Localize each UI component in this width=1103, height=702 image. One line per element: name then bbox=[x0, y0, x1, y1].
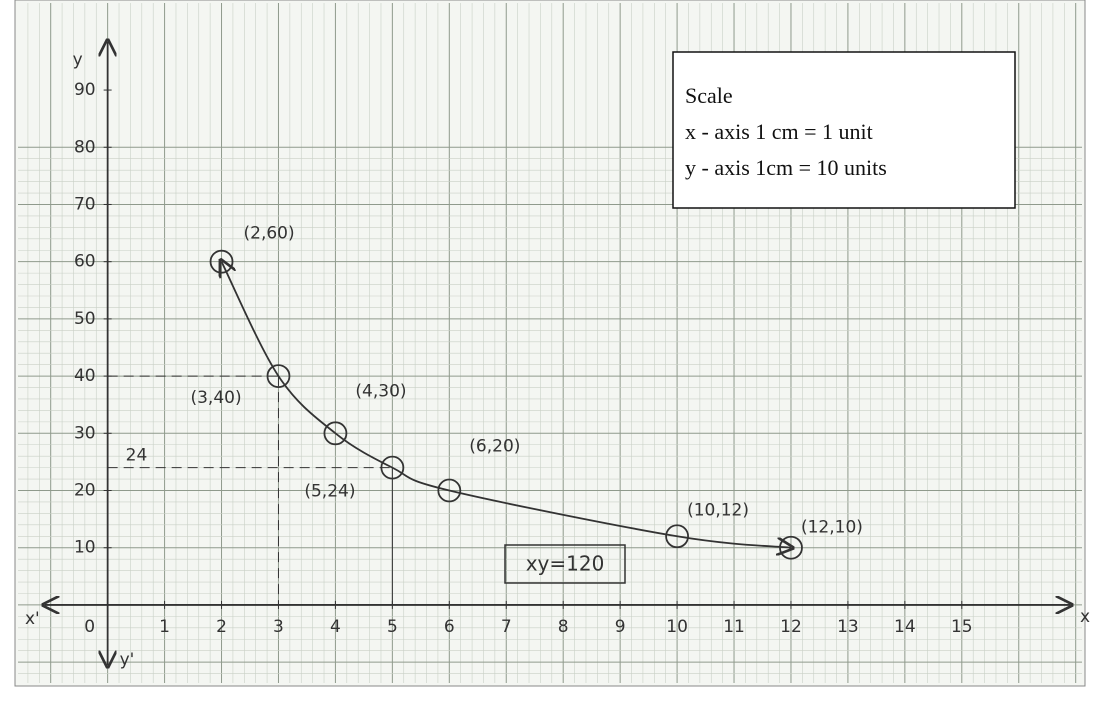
x-tick-label: 9 bbox=[615, 617, 626, 637]
point-label: (4,30) bbox=[355, 381, 406, 401]
y-tick-label: 10 bbox=[74, 538, 96, 558]
y-tick-label: 60 bbox=[74, 252, 96, 272]
y-tick-label: 90 bbox=[74, 80, 96, 100]
x-tick-label: 7 bbox=[501, 617, 512, 637]
point-label: (5,24) bbox=[304, 482, 355, 502]
axis-label: x bbox=[1080, 607, 1090, 627]
point-label: (12,10) bbox=[801, 518, 863, 538]
point-label: (2,60) bbox=[244, 224, 295, 244]
x-tick-label: 10 bbox=[666, 617, 688, 637]
y-tick-label: 70 bbox=[74, 194, 96, 214]
x-tick-label: 6 bbox=[444, 617, 455, 637]
guide-label: 24 bbox=[126, 446, 148, 466]
axis-label: x' bbox=[25, 609, 40, 629]
x-tick-label: 8 bbox=[558, 617, 569, 637]
axis-label: y' bbox=[120, 650, 135, 670]
x-tick-label: 13 bbox=[837, 617, 859, 637]
point-label: (3,40) bbox=[190, 388, 241, 408]
equation: xy=120 bbox=[526, 552, 605, 576]
scale-line: x - axis 1 cm = 1 unit bbox=[685, 119, 873, 144]
x-tick-label: 1 bbox=[159, 617, 170, 637]
point-label: (6,20) bbox=[469, 437, 520, 457]
x-tick-label: 4 bbox=[330, 617, 341, 637]
x-tick-label: 3 bbox=[273, 617, 284, 637]
x-tick-label: 14 bbox=[894, 617, 916, 637]
axis-label: y bbox=[73, 50, 83, 70]
x-tick-label: 0 bbox=[84, 617, 95, 637]
y-tick-label: 30 bbox=[74, 423, 96, 443]
x-tick-label: 11 bbox=[723, 617, 745, 637]
point-label: (10,12) bbox=[687, 500, 749, 520]
x-tick-label: 15 bbox=[951, 617, 973, 637]
x-tick-label: 2 bbox=[216, 617, 227, 637]
x-tick-label: 5 bbox=[387, 617, 398, 637]
x-tick-label: 12 bbox=[780, 617, 802, 637]
y-tick-label: 40 bbox=[74, 366, 96, 386]
y-tick-label: 80 bbox=[74, 137, 96, 157]
scale-title: Scale bbox=[685, 83, 733, 108]
y-tick-label: 20 bbox=[74, 481, 96, 501]
scale-line: y - axis 1cm = 10 units bbox=[685, 155, 887, 180]
y-tick-label: 50 bbox=[74, 309, 96, 329]
chart: Scale x - axis 1 cm = 1 unit y - axis 1c… bbox=[0, 0, 1103, 702]
page: {"chart_data": {"type": "line", "x": [2,… bbox=[0, 0, 1103, 702]
